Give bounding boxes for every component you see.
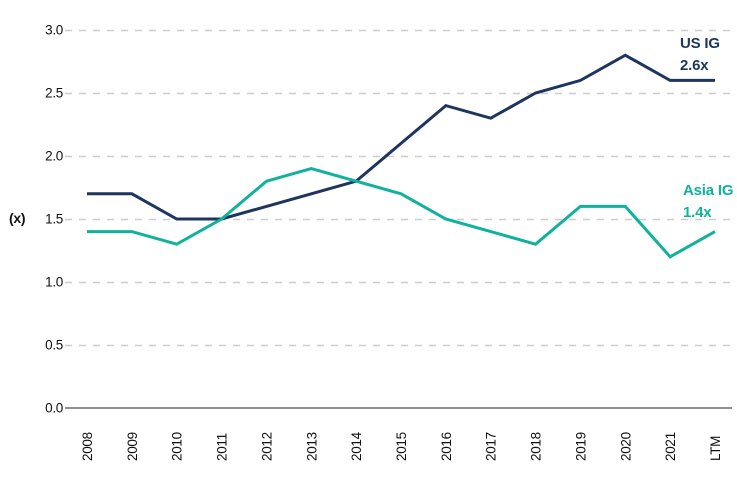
x-tick-label: 2009 [125,432,140,461]
y-tick-label: 3.0 [45,23,63,38]
y-tick-label: 1.0 [45,275,63,290]
x-tick-label: 2015 [394,432,409,461]
x-tick-label: 2008 [80,432,95,461]
x-tick-label: 2012 [259,432,274,461]
series-label-us-ig: US IG 2.6x [680,33,720,77]
series-line-asia-ig [87,167,716,259]
x-tick-label: 2021 [663,432,678,461]
x-tick-label: 2011 [215,433,230,461]
y-tick-label: 1.5 [45,212,63,227]
x-tick-label: 2016 [439,432,454,461]
x-tick-label: LTM [708,436,723,461]
x-tick-label: 2010 [170,432,185,461]
x-tick-label: 2013 [304,432,319,461]
y-tick-label: 2.5 [45,86,63,101]
x-tick-label: 2019 [573,432,588,461]
series-label-asia-ig: Asia IG 1.4x [683,180,733,224]
y-tick-label: 0.5 [45,338,63,353]
series-name-asia-ig: Asia IG [683,182,734,199]
y-tick-label: 0.0 [45,401,63,416]
series-value-asia-ig: 1.4x [683,204,712,221]
x-tick-label: 2014 [349,431,364,461]
x-tick-label: 2020 [618,432,633,461]
series-value-us-ig: 2.6x [680,57,709,74]
y-axis-unit-label: (x) [9,210,26,226]
series-name-us-ig: US IG [680,35,720,52]
y-tick-label: 2.0 [45,149,63,164]
series-line-us-ig [87,53,715,221]
x-tick-label: 2017 [484,432,499,461]
x-tick-label: 2018 [529,432,544,461]
